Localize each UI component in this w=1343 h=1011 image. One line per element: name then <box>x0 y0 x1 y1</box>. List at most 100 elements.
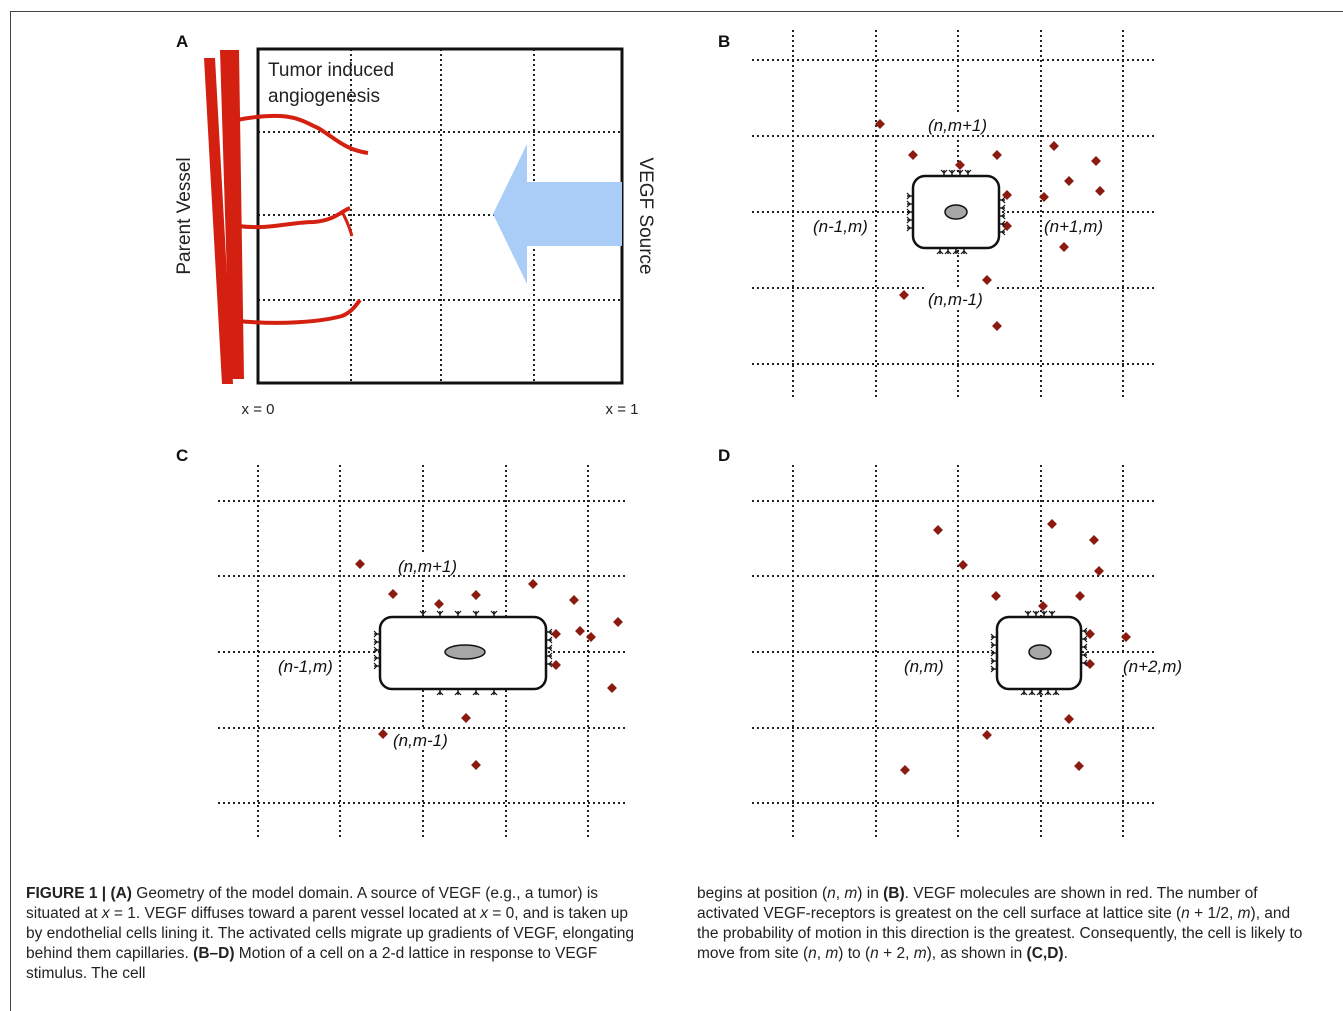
vegf-molecule-icon <box>875 119 885 129</box>
caption-right-run: ) to ( <box>838 945 871 962</box>
caption-right-run: n <box>870 945 879 962</box>
panel-b-cell <box>911 174 1001 250</box>
vegf-molecule-icon <box>1038 601 1048 611</box>
caption-right-run: ) in <box>857 885 884 902</box>
caption-left-run: x <box>480 905 488 922</box>
caption-right-run: m <box>844 885 858 902</box>
vegf-molecule-icon <box>1095 186 1105 196</box>
vegf-molecule-icon <box>575 626 585 636</box>
caption-right-run: . <box>1063 945 1068 962</box>
vegf-molecule-icon <box>1064 176 1074 186</box>
vegf-molecule-icon <box>992 150 1002 160</box>
vegf-molecule-icon <box>1085 629 1095 639</box>
caption-right-run: begins at position ( <box>697 885 828 902</box>
panel-d-molecules <box>900 519 1131 775</box>
vegf-molecule-icon <box>908 150 918 160</box>
vegf-molecule-icon <box>1089 535 1099 545</box>
panel-c-nucleus <box>444 644 486 660</box>
panel-d-label: D <box>718 446 730 465</box>
caption-right-run: n <box>827 885 836 902</box>
panel-c: C (n,m+1) (n-1,m) (n,m-1) <box>176 446 625 838</box>
panel-b-nucleus <box>944 204 968 220</box>
panel-b-site-top: (n,m+1) <box>928 116 987 135</box>
panel-b-site-bottom: (n,m-1) <box>928 290 983 309</box>
panel-d-labels: (n,m) (n+2,m) <box>902 655 1194 676</box>
vegf-molecule-icon <box>1047 519 1057 529</box>
caption-left-run: (A) <box>110 885 132 902</box>
vegf-molecule-icon <box>933 525 943 535</box>
caption-right-run: n <box>808 945 817 962</box>
panel-d-cell <box>995 615 1083 691</box>
vegf-molecule-icon <box>528 579 538 589</box>
panel-d-site-left: (n,m) <box>904 657 944 676</box>
panel-a-annotation-line1: Tumor induced <box>268 60 394 81</box>
vegf-molecule-icon <box>434 599 444 609</box>
caption-right-run: m <box>825 945 839 962</box>
caption-right-run: (C,D) <box>1026 945 1064 962</box>
vegf-molecule-icon <box>982 730 992 740</box>
vegf-molecule-icon <box>1074 761 1084 771</box>
vegf-molecule-icon <box>1049 141 1059 151</box>
parent-vessel-label: Parent Vessel <box>174 157 195 274</box>
panel-c-site-left: (n-1,m) <box>278 657 333 676</box>
vegf-molecule-icon <box>992 321 1002 331</box>
caption-right-run: + 1/2, <box>1189 905 1238 922</box>
vegf-molecule-icon <box>569 595 579 605</box>
panel-c-site-bottom: (n,m-1) <box>393 731 448 750</box>
panel-b: B (n,m+1) (n-1,m) (n+1,m) (n,m-1) <box>718 30 1157 400</box>
vegf-molecule-icon <box>1064 714 1074 724</box>
panel-b-grid <box>752 30 1157 400</box>
caption-right-run: + 2, <box>878 945 914 962</box>
vegf-molecule-icon <box>1039 192 1049 202</box>
vegf-molecule-icon <box>461 713 471 723</box>
vegf-molecule-icon <box>1091 156 1101 166</box>
vegf-molecule-icon <box>900 765 910 775</box>
vegf-molecule-icon <box>551 660 561 670</box>
x1-label: x = 1 <box>606 401 639 418</box>
panel-b-labels: (n,m+1) (n-1,m) (n+1,m) (n,m-1) <box>810 113 1111 309</box>
parent-vessel-icon <box>204 50 369 384</box>
vegf-molecule-icon <box>378 729 388 739</box>
panel-a-annotation-line2: angiogenesis <box>268 86 380 107</box>
caption-right-run: ), as shown in <box>926 945 1027 962</box>
caption-left-run: x <box>101 905 110 922</box>
caption-left-text: (A) Geometry of the model domain. A sour… <box>26 885 634 982</box>
caption-right-run: (B) <box>883 885 905 902</box>
vegf-molecule-icon <box>958 560 968 570</box>
panel-b-site-right: (n+1,m) <box>1044 217 1103 236</box>
caption-right-run: , <box>816 945 826 962</box>
vegf-molecule-icon <box>982 275 992 285</box>
vegf-molecule-icon <box>991 591 1001 601</box>
vegf-molecule-icon <box>355 559 365 569</box>
x0-label: x = 0 <box>242 401 275 418</box>
vegf-molecule-icon <box>551 629 561 639</box>
panel-c-site-top: (n,m+1) <box>398 557 457 576</box>
caption-left-run: (B–D) <box>193 945 235 962</box>
vegf-molecule-icon <box>471 760 481 770</box>
vegf-molecule-icon <box>1094 566 1104 576</box>
caption-column-right: begins at position (n, m) in (B). VEGF m… <box>697 884 1315 964</box>
vegf-molecule-icon <box>1059 242 1069 252</box>
figure-canvas: A Tumor induced angiogenesis Parent Vess… <box>174 30 1194 838</box>
caption-right-run: m <box>1237 905 1251 922</box>
caption-right-run: n <box>1181 905 1190 922</box>
panel-a-label: A <box>176 32 188 51</box>
vegf-source-label: VEGF Source <box>635 157 656 274</box>
figure-frame <box>10 11 1343 1011</box>
panel-b-molecules <box>875 119 1105 331</box>
panel-b-site-left: (n-1,m) <box>813 217 868 236</box>
figure-label: FIGURE 1 | <box>26 885 111 902</box>
caption-left-run: = 1. VEGF diffuses toward a parent vesse… <box>109 905 481 922</box>
panel-d: D (n,m) (n+2,m) <box>718 446 1194 838</box>
panel-d-grid <box>752 465 1157 838</box>
panel-c-label: C <box>176 446 188 465</box>
vegf-molecule-icon <box>613 617 623 627</box>
vegf-molecule-icon <box>1075 591 1085 601</box>
panel-d-nucleus <box>1028 644 1052 660</box>
caption-right-run: . VEGF molecules are shown in red. The n… <box>697 885 1258 922</box>
vegf-molecule-icon <box>607 683 617 693</box>
caption-left-run: Geometry of the model domain. A source o… <box>26 885 599 922</box>
vegf-molecule-icon <box>955 160 965 170</box>
panel-c-labels: (n,m+1) (n-1,m) (n,m-1) <box>275 554 469 750</box>
vegf-molecule-icon <box>471 590 481 600</box>
